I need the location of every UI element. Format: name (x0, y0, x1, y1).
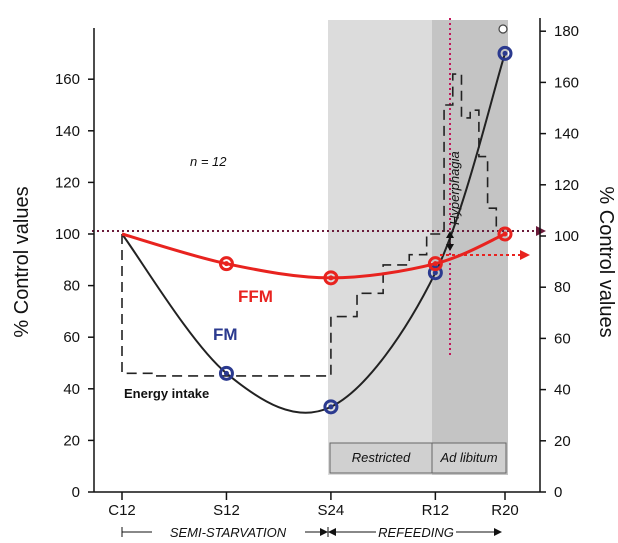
fm-line (121, 53, 506, 414)
ffm-arrow-head (520, 250, 530, 260)
ffm-point (427, 256, 443, 272)
fm-point (497, 45, 513, 61)
fm-point-center (502, 50, 508, 56)
hyperphagia-label: Hyperphagia (447, 151, 462, 225)
right-tick-label: 120 (554, 177, 579, 194)
reference-arrow-head (536, 226, 546, 236)
right-tick-label: 40 (554, 382, 571, 399)
phase-label-box (329, 442, 507, 474)
ffm-markers (218, 226, 513, 286)
x-tick-label: S12 (213, 502, 240, 519)
gap-arrow-head-down (446, 244, 454, 251)
x-tick-label: R12 (422, 502, 450, 519)
left-tick-label: 20 (63, 432, 80, 449)
y-axis-title-right: % Control values (595, 186, 617, 337)
x-tick-label: S24 (318, 502, 345, 519)
ffm-point (497, 226, 513, 242)
right-tick-label: 140 (554, 126, 579, 143)
energy-intake-label: Energy intake (124, 386, 209, 401)
ffm-point-center (432, 261, 438, 267)
ffm-point-center (328, 275, 334, 281)
fm-point-center (328, 404, 334, 410)
left-tick-label: 140 (55, 123, 80, 140)
gap-arrow-head-up (446, 231, 454, 238)
right-tick-label: 0 (554, 484, 562, 501)
left-tick-label: 40 (63, 381, 80, 398)
right-tick-label: 180 (554, 23, 579, 40)
fm-point-center (432, 270, 438, 276)
refeeding-shade-ad-libitum (432, 20, 508, 475)
left-tick-label: 120 (55, 174, 80, 191)
fm-point (218, 365, 234, 381)
ffm-point-center (223, 261, 229, 267)
ffm-point-center (502, 231, 508, 237)
right-ticks: 0 20 40 60 80 100 120 140 160 180 (540, 23, 579, 501)
ffm-point (218, 256, 234, 272)
fm-top-open-marker (498, 24, 508, 34)
left-tick-label: 80 (63, 278, 80, 295)
energy-intake-line (121, 73, 505, 377)
x-tick-label: C12 (108, 502, 136, 519)
left-tick-label: 160 (55, 71, 80, 88)
y-axis-title-left: % Control values (11, 186, 33, 337)
n-annotation: n = 12 (190, 154, 227, 169)
left-tick-label: 100 (55, 226, 80, 243)
ffm-point (323, 270, 339, 286)
left-ticks: 0 20 40 60 80 100 120 140 160 (55, 71, 94, 501)
fm-point (323, 399, 339, 415)
ffm-series-label: FFM (238, 287, 273, 306)
period-semi-starvation: SEMI-STARVATION (170, 525, 287, 540)
fm-point-center (223, 370, 229, 376)
fm-series-label: FM (213, 325, 238, 344)
right-tick-label: 60 (554, 330, 571, 347)
right-tick-label: 20 (554, 433, 571, 450)
period-brackets (121, 527, 502, 537)
phase-label-ad-libitum: Ad libitum (439, 450, 497, 465)
period-refeeding: REFEEDING (378, 525, 454, 540)
left-tick-label: 0 (72, 484, 80, 501)
x-ticks: C12 S12 S24 R12 R20 (108, 492, 519, 519)
x-tick-label: R20 (491, 502, 519, 519)
phase-label-restricted: Restricted (352, 450, 411, 465)
fm-markers (218, 45, 513, 415)
right-tick-label: 80 (554, 279, 571, 296)
right-tick-label: 160 (554, 74, 579, 91)
fm-point (427, 265, 443, 281)
right-tick-label: 100 (554, 228, 579, 245)
left-tick-label: 60 (63, 329, 80, 346)
refeeding-shade-restricted (328, 20, 432, 475)
